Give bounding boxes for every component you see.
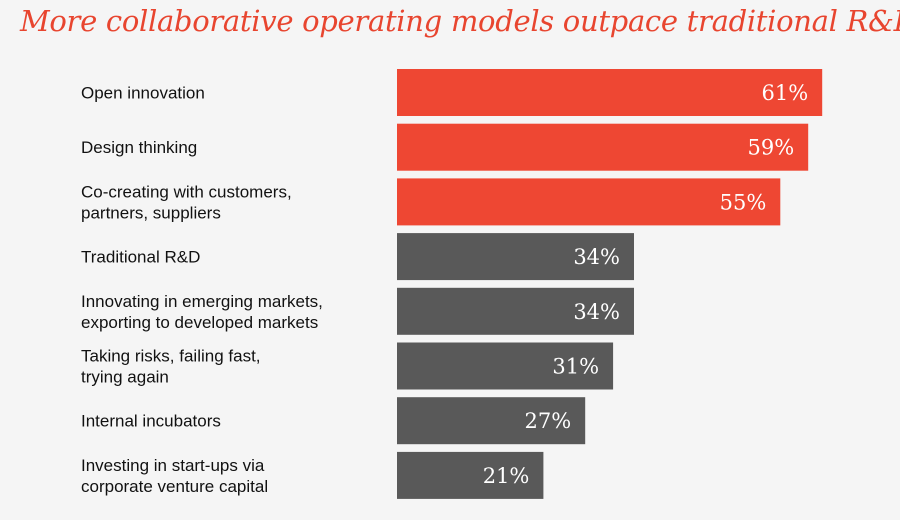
bar-group: 55% Co-creating with customers, partners, …: [81, 178, 781, 226]
category-label: Design thinking: [81, 138, 197, 157]
value-label: 34%: [573, 245, 620, 269]
value-label: 31%: [552, 355, 599, 379]
bar-group: 34% Traditional R&D: [81, 233, 634, 281]
bar: [397, 178, 781, 226]
category-label-line: Traditional R&D: [81, 248, 200, 267]
category-label-line: Innovating in emerging markets,: [81, 292, 323, 311]
category-label: Investing in start-ups via corporate vent…: [81, 456, 268, 496]
value-label: 55%: [720, 190, 767, 214]
bar: [397, 397, 586, 445]
value-label: 27%: [525, 409, 572, 433]
category-label: Traditional R&D: [81, 248, 200, 267]
category-label-line: Design thinking: [81, 138, 197, 157]
bar: [397, 451, 544, 499]
category-label-line: Taking risks, failing fast,: [81, 347, 261, 366]
category-label: Co-creating with customers, partners, sup…: [81, 182, 292, 222]
category-label: Taking risks, failing fast, trying again: [81, 347, 261, 387]
category-label: Internal incubators: [81, 412, 221, 431]
category-label-line: Open innovation: [81, 84, 205, 103]
bar-group: 21% Investing in start-ups via corporate v…: [81, 451, 544, 499]
category-label-line: Internal incubators: [81, 412, 221, 431]
category-label-line: Co-creating with customers,: [81, 182, 292, 201]
bar: [397, 342, 614, 390]
category-label-line: trying again: [81, 368, 169, 387]
bar: [397, 233, 634, 281]
category-label-line: Investing in start-ups via: [81, 456, 265, 475]
category-label-line: partners, suppliers: [81, 203, 221, 222]
bar-group: 59% Design thinking: [81, 123, 809, 171]
bar: [397, 287, 634, 335]
category-label: Innovating in emerging markets, exporting…: [81, 292, 323, 332]
chart-title: More collaborative operating models outp…: [20, 4, 900, 38]
bar-group: 27% Internal incubators: [81, 397, 586, 445]
value-label: 34%: [573, 300, 620, 324]
bar-group: 61% Open innovation: [81, 69, 823, 116]
bar-group: 31% Taking risks, failing fast, trying aga…: [81, 342, 614, 390]
bar: [397, 69, 823, 116]
bar-group: 34% Innovating in emerging markets, export…: [81, 287, 634, 335]
value-label: 61%: [762, 81, 809, 105]
category-label-line: corporate venture capital: [81, 477, 268, 496]
bar: [397, 123, 809, 171]
value-label: 59%: [748, 136, 795, 160]
category-label-line: exporting to developed markets: [81, 313, 318, 332]
category-label: Open innovation: [81, 84, 205, 103]
value-label: 21%: [483, 464, 530, 488]
